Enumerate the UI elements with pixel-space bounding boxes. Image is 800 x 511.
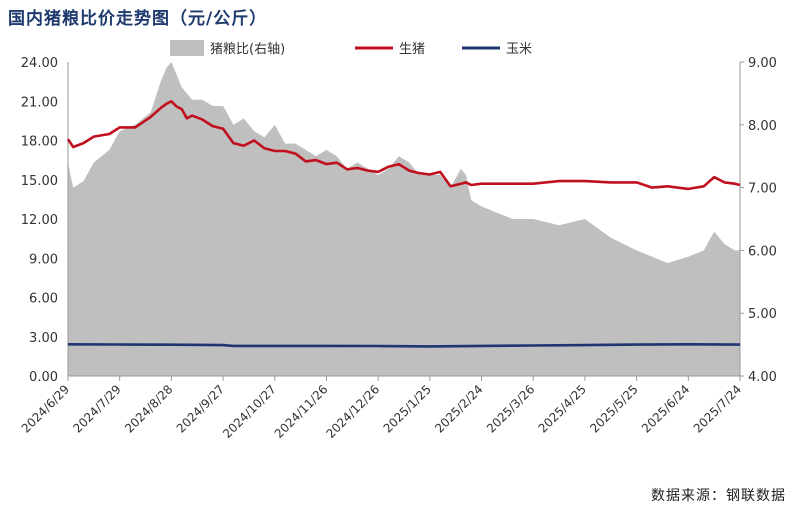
y-right-tick-label: 9.00 [748, 56, 777, 71]
x-tick-label: 2025/3/26 [484, 382, 537, 435]
x-tick-label: 2024/6/29 [19, 382, 72, 435]
y-right-tick-label: 7.00 [748, 182, 777, 197]
y-right-tick-label: 8.00 [748, 119, 777, 134]
y-left-tick-label: 6.00 [29, 292, 58, 307]
y-left-tick-label: 24.00 [21, 56, 58, 71]
series-line-corn [67, 343, 741, 348]
source-note: 数据来源：钢联数据 [651, 488, 786, 504]
y-left-tick-label: 15.00 [21, 174, 58, 189]
legend-label-hog: 生猪 [399, 42, 425, 57]
legend-label-ratio: 猪粮比(右轴) [210, 42, 285, 57]
y-left-tick-label: 3.00 [29, 331, 58, 346]
x-tick-label: 2024/9/27 [174, 382, 227, 435]
legend-label-corn: 玉米 [506, 42, 532, 57]
x-tick-label: 2025/4/25 [536, 382, 589, 435]
series-area-ratio [68, 62, 740, 376]
series-line-hog [66, 100, 741, 191]
y-right-tick-label: 6.00 [748, 244, 777, 259]
x-tick-label: 2025/6/24 [639, 382, 692, 435]
legend-swatch-ratio [170, 40, 204, 56]
x-tick-label: 2024/10/27 [220, 382, 279, 441]
y-left-tick-label: 9.00 [29, 252, 58, 267]
y-right-tick-label: 5.00 [748, 307, 777, 322]
y-right-tick-label: 4.00 [748, 370, 777, 385]
x-tick-label: 2025/5/25 [587, 382, 640, 435]
y-left-tick-label: 21.00 [21, 95, 58, 110]
x-tick-label: 2025/1/25 [381, 382, 434, 435]
x-tick-label: 2024/11/26 [272, 382, 331, 441]
x-tick-label: 2025/2/24 [432, 382, 485, 435]
x-tick-label: 2024/7/29 [70, 382, 123, 435]
chart-title: 国内猪粮比价走势图（元/公斤） [8, 9, 268, 29]
x-tick-label: 2024/8/28 [122, 382, 175, 435]
x-tick-label: 2025/7/24 [691, 382, 744, 435]
y-left-tick-label: 12.00 [21, 213, 58, 228]
x-tick-label: 2024/12/26 [323, 382, 382, 441]
y-left-tick-label: 18.00 [21, 135, 58, 150]
y-left-tick-label: 0.00 [29, 370, 58, 385]
